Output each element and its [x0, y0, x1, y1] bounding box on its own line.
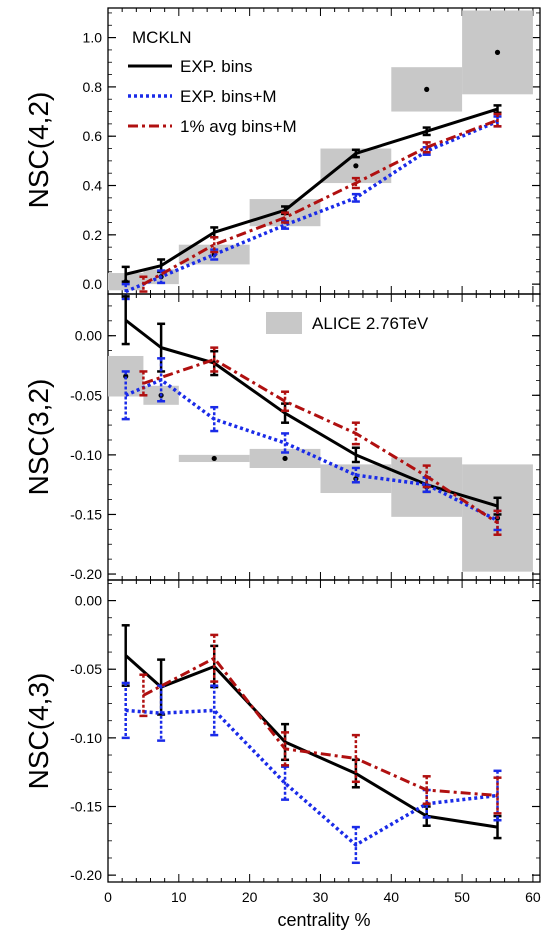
error-bar-exp-bins — [121, 624, 130, 687]
error-bar-exp-bins-m — [351, 466, 360, 484]
error-bar-1-avg-bins-m — [139, 370, 148, 397]
error-bar-exp-bins-m — [493, 769, 502, 822]
alice-data-point — [282, 455, 288, 462]
series-line-1-avg-bins-m — [142, 358, 499, 525]
series-line-exp-bins-m — [125, 708, 498, 847]
y-tick-label: 0.0 — [83, 276, 103, 292]
y-tick-label: -0.05 — [70, 661, 102, 677]
error-bar-exp-bins-m — [210, 684, 219, 737]
y-tick-label: 0.00 — [75, 328, 102, 344]
legend-title: MCKLN — [132, 28, 192, 47]
y-tick-label: -0.05 — [70, 387, 102, 403]
y-tick-label: -0.15 — [70, 799, 102, 815]
legend-label-exp-bins: EXP. bins — [180, 57, 252, 76]
alice-boxes — [108, 10, 533, 291]
y-axis-label: NSC(3,2) — [23, 379, 54, 496]
legend: MCKLN EXP. bins EXP. bins+M 1% avg bins+… — [128, 28, 297, 136]
alice-data-point — [123, 373, 129, 379]
error-bar-1-avg-bins-m — [139, 275, 148, 293]
y-tick-label: -0.20 — [70, 867, 102, 883]
panel-nsc-4-2: NSC(4,2) 0.0 0.2 0.4 0.6 0.8 1.0 MCKLN EXP. b… — [23, 7, 541, 301]
x-tick-label: 40 — [383, 889, 399, 905]
y-tick-label: 0.4 — [83, 178, 103, 194]
error-bar-exp-bins — [121, 265, 130, 283]
x-axis-label: centrality % — [277, 910, 370, 930]
y-ticks: 0.00 -0.05 -0.10 -0.15 -0.20 — [70, 580, 540, 883]
error-bar-1-avg-bins-m — [210, 633, 219, 683]
series-line-exp-bins — [124, 654, 498, 829]
x-tick-label: 0 — [104, 889, 112, 905]
series-group — [121, 104, 502, 301]
legend-swatch-alice — [266, 312, 302, 334]
error-bar-exp-bins-m — [157, 357, 166, 403]
x-tick-label: 60 — [525, 889, 541, 905]
error-bar-1-avg-bins-m — [351, 176, 360, 190]
x-tick-label: 10 — [171, 889, 187, 905]
series-line-1-avg-bins-m — [142, 118, 499, 286]
x-tick-label: 20 — [242, 889, 258, 905]
error-bar-exp-bins — [422, 126, 431, 137]
error-bar-exp-bins-m — [281, 432, 290, 454]
alice-data-point — [211, 455, 217, 462]
y-tick-label: -0.15 — [70, 506, 102, 522]
error-bar-1-avg-bins-m — [210, 236, 219, 254]
y-tick-label: 0.00 — [75, 593, 102, 609]
error-bar-1-avg-bins-m — [493, 776, 502, 815]
alice-data-point — [494, 49, 501, 55]
alice-data-point — [424, 86, 430, 92]
series-line-1-avg-bins-m — [142, 656, 498, 798]
error-bar-exp-bins-m — [121, 681, 130, 740]
x-tick-label: 50 — [454, 889, 470, 905]
error-bar-1-avg-bins-m — [351, 421, 360, 446]
y-tick-label: -0.10 — [70, 730, 102, 746]
error-bar-1-avg-bins-m — [493, 112, 502, 128]
error-bar-exp-bins-m — [121, 370, 130, 421]
error-bar-1-avg-bins-m — [281, 211, 290, 224]
y-axis-label: NSC(4,3) — [23, 673, 54, 790]
y-tick-label: 0.8 — [83, 79, 103, 95]
error-bar-1-avg-bins-m — [281, 731, 290, 767]
y-tick-label: -0.20 — [70, 566, 102, 582]
y-tick-label: -0.10 — [70, 447, 102, 463]
error-bar-1-avg-bins-m — [422, 464, 431, 489]
error-bar-1-avg-bins-m — [281, 390, 290, 413]
panel-nsc-4-3: NSC(4,3) 0.00 -0.05 -0.10 -0.15 -0.20 0 10 20 3… — [23, 579, 541, 905]
error-bar-exp-bins — [351, 148, 360, 159]
error-bar-exp-bins-m — [281, 765, 290, 801]
legend-label-exp-bins-m: EXP. bins+M — [180, 87, 277, 106]
panel-frame — [107, 579, 541, 883]
error-bar-exp-bins-m — [210, 405, 219, 433]
alice-boxes — [108, 355, 533, 572]
error-bar-exp-bins — [351, 446, 360, 464]
legend: ALICE 2.76TeV — [266, 312, 429, 334]
error-bar-exp-bins — [121, 295, 130, 346]
y-tick-label: 0.6 — [83, 128, 103, 144]
alice-data-point — [353, 163, 359, 169]
series-group — [121, 624, 502, 865]
y-axis-label: NSC(4,2) — [23, 92, 54, 209]
x-tick-label: 30 — [313, 889, 329, 905]
error-bar-1-avg-bins-m — [139, 673, 148, 718]
error-bar-1-avg-bins-m — [493, 509, 502, 536]
legend-label-alice: ALICE 2.76TeV — [312, 314, 429, 333]
error-bar-exp-bins-m — [351, 192, 360, 203]
error-bar-1-avg-bins-m — [422, 775, 431, 806]
x-ticks: 0 10 20 30 40 50 60 — [104, 889, 541, 905]
panel-nsc-3-2: NSC(3,2) 0.00 -0.05 -0.10 -0.15 -0.20 ALICE … — [23, 293, 541, 582]
error-bar-1-avg-bins-m — [210, 346, 219, 373]
error-bar-1-avg-bins-m — [422, 141, 431, 154]
y-tick-label: 0.2 — [83, 227, 103, 243]
legend-label-avg-bins-m: 1% avg bins+M — [180, 117, 297, 136]
series-group — [121, 295, 502, 536]
y-tick-label: 1.0 — [83, 30, 103, 46]
error-bar-exp-bins-m — [351, 825, 360, 865]
error-bar-1-avg-bins-m — [351, 733, 360, 784]
